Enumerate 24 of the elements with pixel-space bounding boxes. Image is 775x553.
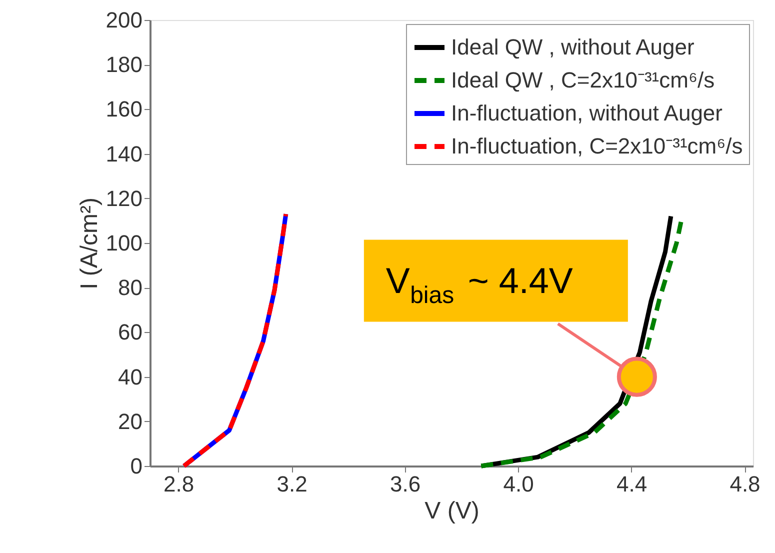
x-tick-label: 3.6 [390, 472, 421, 496]
x-tick-label: 2.8 [164, 472, 194, 496]
y-axis-title: I (A/cm²) [76, 198, 103, 290]
legend-label: In-fluctuation, C=2x10⁻³¹cm⁶/s [451, 134, 743, 158]
y-tick-label: 160 [106, 96, 142, 122]
y-tick-label: 20 [118, 408, 142, 434]
x-tick-label: 3.2 [276, 472, 308, 496]
y-tick-label: 60 [118, 320, 142, 345]
legend-label: Ideal QW , C=2x10⁻³¹cm⁶/s [451, 68, 715, 92]
legend-label: Ideal QW , without Auger [451, 34, 694, 60]
x-axis-title: V (V) [424, 498, 480, 524]
y-tick-label: 0 [130, 454, 142, 478]
y-tick-label: 140 [106, 141, 142, 166]
y-tick-label: 100 [106, 230, 142, 256]
y-tick-label: 200 [106, 8, 142, 32]
line-series [182, 212, 288, 468]
y-tick-label: 80 [118, 275, 142, 300]
x-tick-label: 4.0 [503, 472, 534, 496]
y-tick-label: 120 [106, 186, 142, 211]
x-tick-label: 4.8 [730, 472, 760, 496]
y-tick-label: 40 [118, 364, 142, 390]
legend-label: In-fluctuation, without Auger [451, 100, 722, 126]
x-tick-label: 4.4 [616, 472, 648, 496]
y-tick-label: 180 [106, 52, 142, 78]
